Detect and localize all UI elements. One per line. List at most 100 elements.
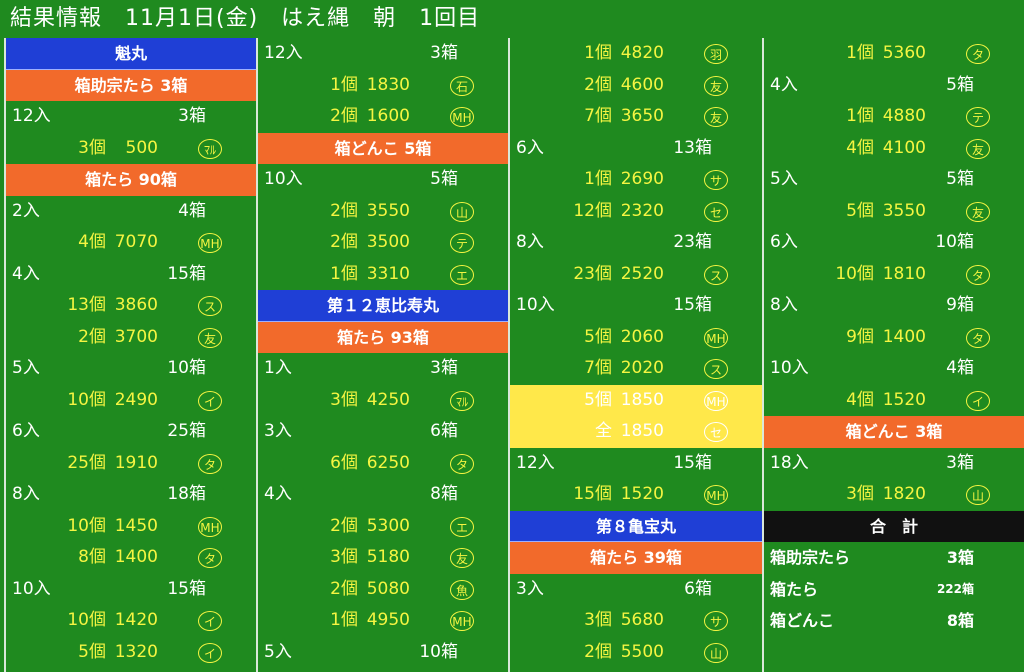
unit-price: 3550 <box>366 200 410 221</box>
board-column-3: 1個 4820 羽 2個 4600 友 7個 3650 友 6入 13箱 1個 2690 サ 12個 2320… <box>508 38 762 672</box>
buyer-mark-icon: ス <box>198 296 222 316</box>
quantity: 1個 <box>846 106 874 126</box>
quantity: 2個 <box>330 106 358 126</box>
buyer-mark-icon: テ <box>450 233 474 253</box>
price-row: 2個 4600 友 <box>510 70 762 102</box>
category-label: 箱たら 39箱 <box>590 548 682 567</box>
box-count: 5箱 <box>430 169 458 189</box>
quantity: 3個 <box>330 547 358 567</box>
buyer-mark-icon: エ <box>450 264 474 285</box>
unit-price: 1320 <box>114 641 158 662</box>
quantity: 5個 <box>78 641 106 662</box>
size-label: 12入 <box>516 452 555 473</box>
size-label: 3入 <box>516 578 544 599</box>
price-row: 10個 1450 MH <box>6 511 256 543</box>
total-box-count: 222箱 <box>936 581 974 596</box>
buyer-mark-icon: イ <box>198 642 222 663</box>
price-row: 25個 1910 タ <box>6 448 256 480</box>
size-label: 3入 <box>264 421 292 441</box>
quantity: 10個 <box>67 389 106 410</box>
size-label: 5入 <box>770 169 798 189</box>
total-row: 箱たら 222箱 <box>764 574 1024 606</box>
unit-price: 4820 <box>620 43 664 63</box>
box-count: 5箱 <box>946 74 974 95</box>
unit-price: 3550 <box>882 200 926 221</box>
quantity: 2個 <box>330 232 358 252</box>
quantity: 3個 <box>330 389 358 410</box>
price-row: 2個 3550 山 <box>258 196 508 228</box>
quantity: 8個 <box>78 547 106 567</box>
buyer-mark-icon: 友 <box>966 138 990 159</box>
quantity: 1個 <box>584 169 612 189</box>
buyer-mark-icon: タ <box>198 548 222 568</box>
unit-price: 3310 <box>366 263 410 284</box>
price-row: 2個 1600 MH <box>258 101 508 133</box>
price-row: 5個 1850 MH <box>510 384 762 416</box>
unit-price: 4600 <box>620 74 664 95</box>
quantity: 2個 <box>330 515 358 536</box>
price-row: 3個 1820 山 <box>764 479 1024 511</box>
quantity: 3個 <box>584 610 612 630</box>
size-row: 10入 15箱 <box>6 574 256 606</box>
size-label: 6入 <box>516 137 544 158</box>
price-row: 3個 5180 友 <box>258 542 508 574</box>
quantity: 7個 <box>584 358 612 378</box>
price-row: 1個 3310 エ <box>258 259 508 291</box>
buyer-mark-icon: MH <box>198 233 222 253</box>
buyer-mark-icon: 山 <box>966 485 990 505</box>
price-row: 2個 5500 山 <box>510 637 762 669</box>
unit-price: 1850 <box>620 389 664 410</box>
size-row: 6入 13箱 <box>510 133 762 165</box>
size-row: 6入 25箱 <box>6 416 256 448</box>
price-row: 5個 1320 イ <box>6 637 256 669</box>
buyer-mark-icon: サ <box>704 170 728 190</box>
box-count: 9箱 <box>946 295 974 315</box>
buyer-mark-icon: MH <box>704 390 728 411</box>
box-count: 18箱 <box>167 484 206 504</box>
price-row: 2個 3700 友 <box>6 322 256 354</box>
size-row: 1入 3箱 <box>258 353 508 385</box>
size-label: 4入 <box>264 484 292 504</box>
buyer-mark-icon: 友 <box>966 201 990 222</box>
unit-price: 4950 <box>366 610 410 630</box>
price-row: 15個 1520 MH <box>510 479 762 511</box>
unit-price: 500 <box>125 137 158 158</box>
total-row: 箱どんこ 8箱 <box>764 605 1024 637</box>
buyer-mark-icon: 羽 <box>704 44 728 64</box>
price-row: 4個 4100 友 <box>764 133 1024 165</box>
ship-header: 第１２恵比寿丸 <box>258 290 508 322</box>
unit-price: 1450 <box>114 515 158 536</box>
quantity: 12個 <box>573 200 612 221</box>
unit-price: 1830 <box>366 74 410 95</box>
buyer-mark-icon: テ <box>966 107 990 127</box>
unit-price: 2320 <box>620 200 664 221</box>
price-row: 10個 2490 イ <box>6 385 256 417</box>
category-header: 箱どんこ 5箱 <box>258 132 508 164</box>
unit-price: 1810 <box>882 263 926 284</box>
quantity: 4個 <box>846 137 874 158</box>
box-count: 23箱 <box>673 232 712 252</box>
size-label: 8入 <box>12 484 40 504</box>
quantity: 5個 <box>846 200 874 221</box>
buyer-mark-icon: 山 <box>450 201 474 222</box>
ship-name: 第８亀宝丸 <box>595 516 676 536</box>
size-row: 5入 10箱 <box>6 353 256 385</box>
category-header: 箱たら 39箱 <box>510 542 762 574</box>
price-row: 7個 3650 友 <box>510 101 762 133</box>
size-row: 10入 15箱 <box>510 290 762 322</box>
price-row: 23個 2520 ス <box>510 259 762 291</box>
unit-price: 7070 <box>114 232 158 252</box>
price-row: 6個 6250 タ <box>258 448 508 480</box>
buyer-mark-icon: イ <box>198 611 222 631</box>
ship-name: 魁丸 <box>114 44 147 63</box>
buyer-mark-icon: イ <box>198 390 222 411</box>
unit-price: 5500 <box>620 641 664 662</box>
size-label: 4入 <box>770 74 798 95</box>
box-count: 3箱 <box>178 106 206 126</box>
price-row: 8個 1400 タ <box>6 542 256 574</box>
buyer-mark-icon: MH <box>450 107 474 127</box>
box-count: 10箱 <box>935 232 974 252</box>
price-row: 全 1850 セ <box>510 416 762 448</box>
buyer-mark-icon: 友 <box>198 327 222 348</box>
size-row: 4入 5箱 <box>764 70 1024 102</box>
